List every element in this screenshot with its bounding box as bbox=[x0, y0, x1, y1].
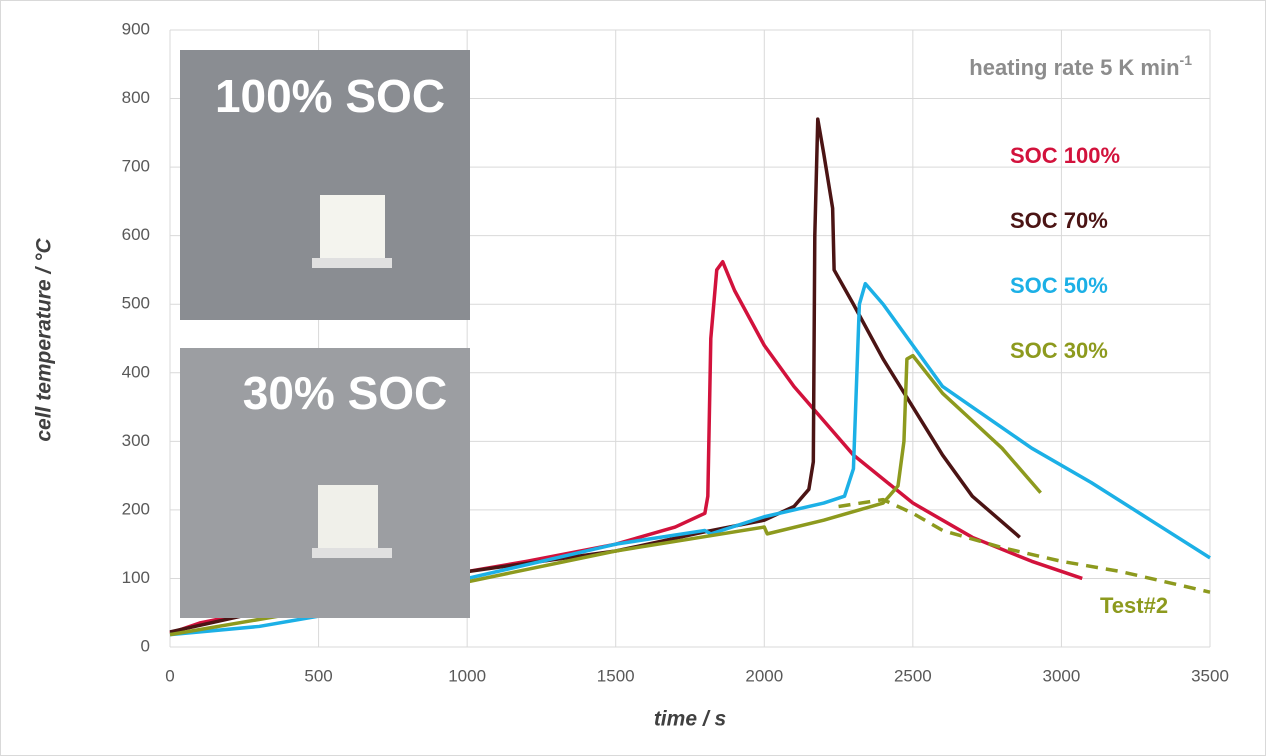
y-tick-label: 800 bbox=[122, 88, 150, 107]
x-axis-label: time / s bbox=[654, 708, 726, 731]
x-tick-label: 3500 bbox=[1191, 666, 1229, 685]
legend-label: SOC 100% bbox=[1010, 143, 1120, 168]
photo-100 bbox=[180, 50, 470, 320]
y-tick-label: 0 bbox=[141, 636, 150, 655]
inset-label: 100% SOC bbox=[215, 70, 445, 122]
y-axis-label: cell temperature / °C bbox=[33, 238, 56, 442]
inset-photo: 100% SOC 30% SOC bbox=[180, 50, 470, 618]
x-tick-label: 2000 bbox=[745, 666, 783, 685]
y-tick-label: 400 bbox=[122, 362, 150, 381]
x-tick-label: 1000 bbox=[448, 666, 486, 685]
cell-glow bbox=[318, 485, 378, 550]
legend-label: SOC 70% bbox=[1010, 208, 1108, 233]
series-line bbox=[838, 497, 1211, 594]
series-line bbox=[169, 281, 1211, 637]
annotation: heating rate 5 K min-1 bbox=[969, 52, 1192, 80]
legend-label: Test#2 bbox=[1100, 593, 1168, 618]
y-tick-label: 500 bbox=[122, 294, 150, 313]
holder bbox=[312, 548, 392, 558]
series-line bbox=[169, 353, 1042, 637]
x-tick-label: 1500 bbox=[597, 666, 635, 685]
x-tick-label: 2500 bbox=[894, 666, 932, 685]
lines bbox=[169, 117, 1211, 637]
y-tick-label: 600 bbox=[122, 225, 150, 244]
holder bbox=[312, 258, 392, 268]
cell-glow bbox=[320, 195, 385, 260]
y-tick-label: 300 bbox=[122, 431, 150, 450]
legend-label: SOC 50% bbox=[1010, 273, 1108, 298]
annotation-sup: -1 bbox=[1180, 52, 1193, 68]
inset-label: 30% SOC bbox=[243, 367, 448, 419]
legend-label: SOC 30% bbox=[1010, 338, 1108, 363]
x-tick-label: 500 bbox=[304, 666, 332, 685]
photo-30 bbox=[180, 348, 470, 618]
x-tick-label: 0 bbox=[165, 666, 174, 685]
y-tick-label: 200 bbox=[122, 499, 150, 518]
x-tick-label: 3000 bbox=[1043, 666, 1081, 685]
annotation-text: heating rate 5 K min bbox=[969, 55, 1179, 80]
y-tick-label: 900 bbox=[122, 19, 150, 38]
y-tick-label: 100 bbox=[122, 568, 150, 587]
y-tick-label: 700 bbox=[122, 157, 150, 176]
